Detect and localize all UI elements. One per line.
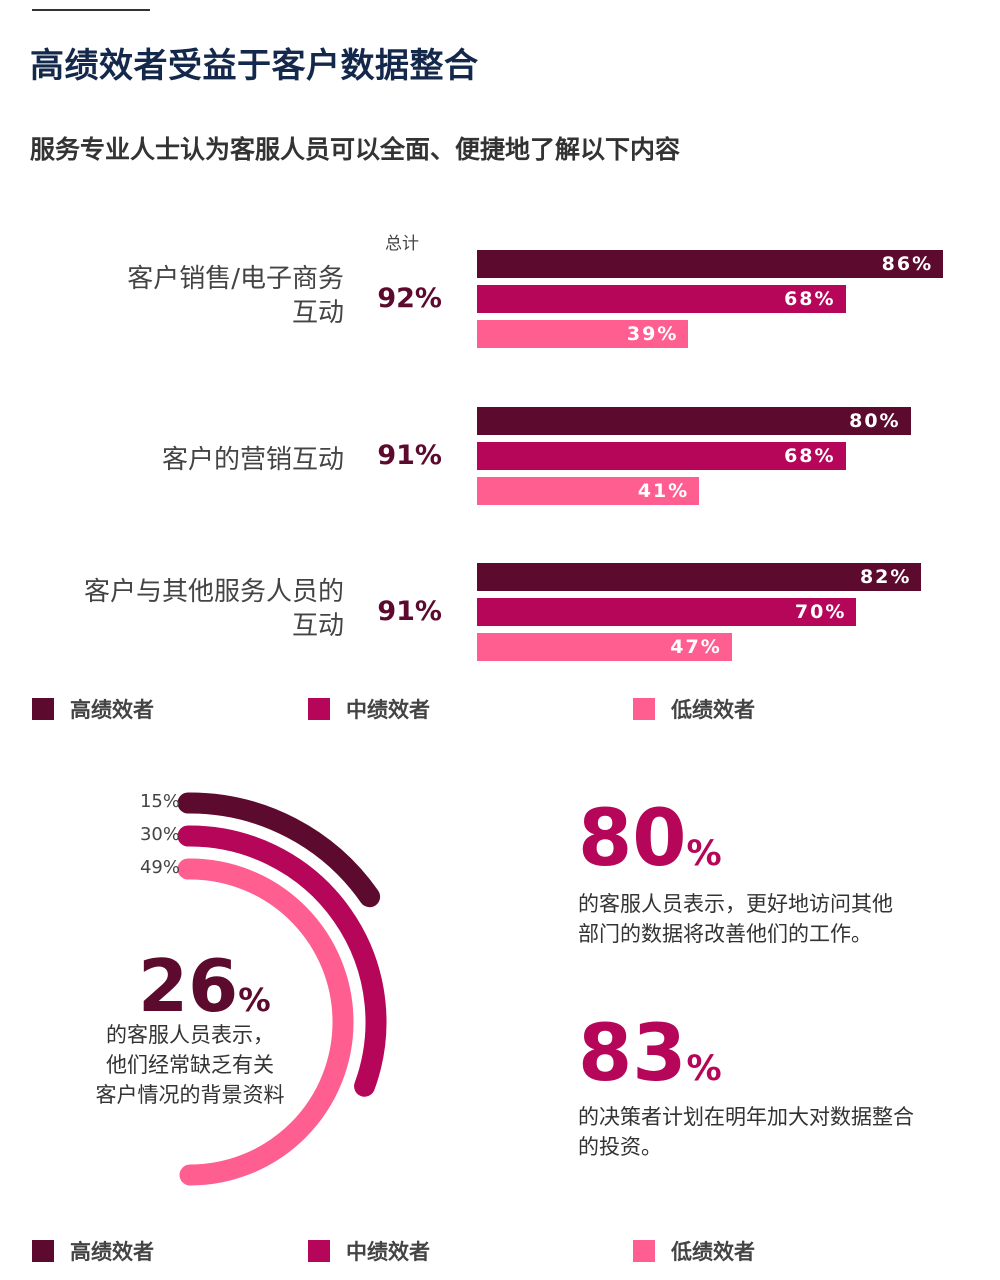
center-stat-line: 客户情况的背景资料 xyxy=(95,1083,285,1107)
bar-group-2: 客户的营销互动 91% 80% 68% 41% xyxy=(0,407,1000,517)
arc-high xyxy=(177,792,381,908)
legend-swatch xyxy=(308,1240,330,1262)
page-subtitle: 服务专业人士认为客服人员可以全面、便捷地了解以下内容 xyxy=(30,135,681,164)
stat-2-text: 的决策者计划在明年加大对数据整合 的投资。 xyxy=(578,1102,978,1162)
center-stat-text: 的客服人员表示， 他们经常缺乏有关 客户情况的背景资料 xyxy=(70,1020,310,1110)
legend-item-low: 低绩效者 xyxy=(633,694,755,724)
center-stat-unit: % xyxy=(238,981,271,1019)
legend-label: 高绩效者 xyxy=(70,698,154,722)
bar-mid: 68% xyxy=(477,442,846,470)
stat-1-number: 80% xyxy=(578,800,722,878)
center-stat-value: 26 xyxy=(138,944,239,1028)
category-total: 92% xyxy=(377,283,442,314)
category-label-line: 互动 xyxy=(291,298,344,328)
bar-chart-legend: 高绩效者 中绩效者 低绩效者 xyxy=(0,694,1000,724)
bar-high: 80% xyxy=(477,407,911,435)
bar-high: 86% xyxy=(477,250,944,278)
legend-item-low: 低绩效者 xyxy=(633,1236,755,1266)
category-label-line: 客户销售/电子商务 xyxy=(127,264,344,294)
legend-label: 高绩效者 xyxy=(70,1240,154,1264)
center-stat-number: 26% xyxy=(138,950,271,1022)
arc-label-high: 15% xyxy=(139,791,180,812)
category-label: 客户销售/电子商务互动 xyxy=(14,262,344,330)
top-rule xyxy=(32,9,150,11)
center-stat-line: 他们经常缺乏有关 xyxy=(106,1053,274,1077)
stat-1-text: 的客服人员表示，更好地访问其他 部门的数据将改善他们的工作。 xyxy=(578,889,978,949)
stat-1-line: 部门的数据将改善他们的工作。 xyxy=(578,922,872,946)
stat-2-line: 的决策者计划在明年加大对数据整合 xyxy=(578,1105,914,1129)
stat-1-line: 的客服人员表示，更好地访问其他 xyxy=(578,892,893,916)
legend-label: 低绩效者 xyxy=(671,698,755,722)
bar-low: 39% xyxy=(477,320,689,348)
bar-group-3: 客户与其他服务人员的互动 91% 82% 70% 47% xyxy=(0,563,1000,673)
bar-group-1: 客户销售/电子商务互动 92% 86% 68% 39% xyxy=(0,250,1000,360)
legend-item-high: 高绩效者 xyxy=(32,694,154,724)
legend-item-mid: 中绩效者 xyxy=(308,694,430,724)
legend-label: 中绩效者 xyxy=(346,1240,430,1264)
stat-2-number: 83% xyxy=(578,1015,722,1093)
category-label-line: 客户的营销互动 xyxy=(161,445,344,475)
legend-swatch xyxy=(633,698,655,720)
legend-swatch xyxy=(32,1240,54,1262)
category-total: 91% xyxy=(377,440,442,471)
legend-item-mid: 中绩效者 xyxy=(308,1236,430,1266)
legend-item-high: 高绩效者 xyxy=(32,1236,154,1266)
category-label: 客户的营销互动 xyxy=(14,443,344,477)
category-label-line: 互动 xyxy=(291,611,344,641)
category-total: 91% xyxy=(377,596,442,627)
category-label-line: 客户与其他服务人员的 xyxy=(83,577,344,607)
legend-label: 中绩效者 xyxy=(346,698,430,722)
bar-low: 47% xyxy=(477,633,732,661)
radial-bar-chart xyxy=(177,792,387,1186)
stat-2-line: 的投资。 xyxy=(578,1135,662,1159)
stat-2-value: 83 xyxy=(578,1009,687,1099)
stat-1-value: 80 xyxy=(578,794,687,884)
bar-mid: 70% xyxy=(477,598,857,626)
legend-swatch xyxy=(308,698,330,720)
page-title: 高绩效者受益于客户数据整合 xyxy=(30,46,479,86)
stat-2-unit: % xyxy=(686,1048,722,1089)
arc-label-low: 49% xyxy=(139,857,180,878)
center-stat-line: 的客服人员表示， xyxy=(106,1023,274,1047)
total-column-header: 总计 xyxy=(385,234,419,254)
arc-mid xyxy=(177,825,387,1097)
legend-swatch xyxy=(32,698,54,720)
bar-mid: 68% xyxy=(477,285,846,313)
arc-label-mid: 30% xyxy=(139,824,180,845)
bar-high: 82% xyxy=(477,563,922,591)
radial-chart-legend: 高绩效者 中绩效者 低绩效者 xyxy=(0,1236,1000,1266)
legend-swatch xyxy=(633,1240,655,1262)
legend-label: 低绩效者 xyxy=(671,1240,755,1264)
arc-low xyxy=(177,858,354,1186)
category-label: 客户与其他服务人员的互动 xyxy=(14,575,344,643)
stat-1-unit: % xyxy=(686,833,722,874)
bar-low: 41% xyxy=(477,477,700,505)
